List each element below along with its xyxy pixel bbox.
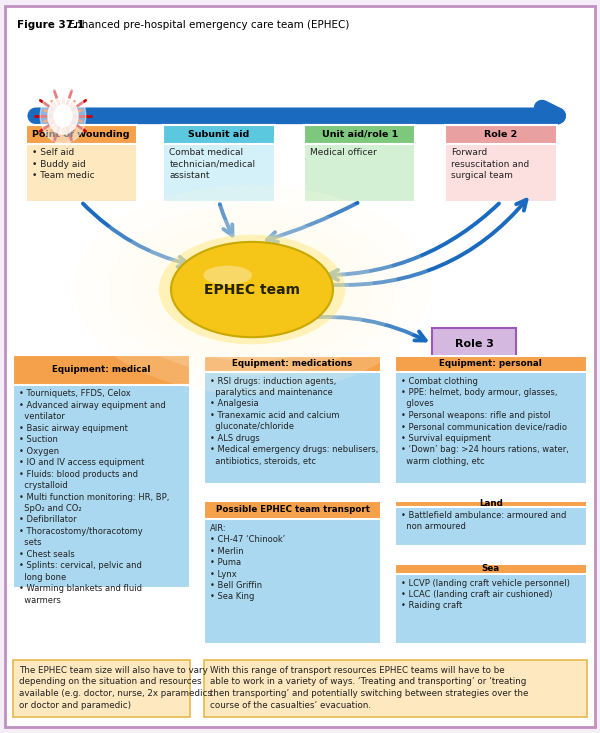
FancyBboxPatch shape xyxy=(204,356,381,484)
FancyBboxPatch shape xyxy=(445,125,557,144)
FancyBboxPatch shape xyxy=(304,125,415,144)
Text: Enhanced pre-hospital emergency care team (EPHEC): Enhanced pre-hospital emergency care tea… xyxy=(62,20,349,30)
FancyBboxPatch shape xyxy=(13,355,190,385)
Ellipse shape xyxy=(106,204,398,375)
Circle shape xyxy=(40,88,86,144)
Text: • Tourniquets, FFDS, Celox
• Advanced airway equipment and
  ventilator
• Basic : • Tourniquets, FFDS, Celox • Advanced ai… xyxy=(19,389,170,605)
FancyBboxPatch shape xyxy=(204,501,381,644)
FancyBboxPatch shape xyxy=(395,356,587,484)
Text: Figure 37.1: Figure 37.1 xyxy=(17,20,84,30)
FancyBboxPatch shape xyxy=(395,564,587,574)
FancyBboxPatch shape xyxy=(204,660,587,717)
Text: EPHEC team: EPHEC team xyxy=(204,282,300,297)
FancyBboxPatch shape xyxy=(163,125,275,144)
Ellipse shape xyxy=(203,266,252,285)
Text: • Battlefield ambulance: armoured and
  non armoured: • Battlefield ambulance: armoured and no… xyxy=(401,511,566,531)
Text: Role 3: Role 3 xyxy=(455,339,493,349)
Text: Subunit aid: Subunit aid xyxy=(188,130,250,139)
Text: Medical officer: Medical officer xyxy=(311,148,377,158)
Text: Equipment: medical: Equipment: medical xyxy=(52,366,151,375)
Text: • Combat clothing
• PPE: helmet, body armour, glasses,
  gloves
• Personal weapo: • Combat clothing • PPE: helmet, body ar… xyxy=(401,377,569,465)
Text: With this range of transport resources EPHEC teams will have to be
able to work : With this range of transport resources E… xyxy=(210,666,529,710)
FancyBboxPatch shape xyxy=(432,328,516,359)
FancyBboxPatch shape xyxy=(163,125,275,202)
Text: Sea: Sea xyxy=(482,564,500,573)
FancyBboxPatch shape xyxy=(13,355,190,588)
Ellipse shape xyxy=(155,232,349,347)
FancyBboxPatch shape xyxy=(304,125,415,202)
Text: Equipment: medications: Equipment: medications xyxy=(232,359,353,369)
Ellipse shape xyxy=(131,218,373,361)
Ellipse shape xyxy=(74,185,430,394)
Text: Combat medical
technician/medical
assistant: Combat medical technician/medical assist… xyxy=(169,148,256,180)
FancyBboxPatch shape xyxy=(13,660,190,717)
FancyBboxPatch shape xyxy=(26,125,137,202)
Ellipse shape xyxy=(171,242,333,337)
FancyBboxPatch shape xyxy=(395,501,587,507)
Text: The EPHEC team size will also have to vary
depending on the situation and resour: The EPHEC team size will also have to va… xyxy=(19,666,212,710)
Ellipse shape xyxy=(159,235,345,345)
Text: Point of wounding: Point of wounding xyxy=(32,130,130,139)
FancyBboxPatch shape xyxy=(395,564,587,644)
Text: • LCVP (landing craft vehicle personnel)
• LCAC (landing craft air cushioned)
• : • LCVP (landing craft vehicle personnel)… xyxy=(401,578,569,611)
Text: Role 2: Role 2 xyxy=(484,130,518,139)
Text: Forward
resuscitation and
surgical team: Forward resuscitation and surgical team xyxy=(451,148,530,180)
Text: Possible EPHEC team transport: Possible EPHEC team transport xyxy=(215,506,370,515)
Text: AIR:
• CH-47 ‘Chinook’
• Merlin
• Puma
• Lynx
• Bell Griffin
• Sea King: AIR: • CH-47 ‘Chinook’ • Merlin • Puma •… xyxy=(210,523,285,601)
Text: • RSI drugs: induction agents,
  paralytics and maintenance
• Analgesia
• Tranex: • RSI drugs: induction agents, paralytic… xyxy=(210,377,379,465)
FancyBboxPatch shape xyxy=(395,501,587,546)
FancyBboxPatch shape xyxy=(445,125,557,202)
FancyBboxPatch shape xyxy=(26,125,137,144)
Circle shape xyxy=(48,97,78,134)
FancyBboxPatch shape xyxy=(204,356,381,372)
Text: • Self aid
• Buddy aid
• Team medic: • Self aid • Buddy aid • Team medic xyxy=(32,148,94,180)
Text: Unit aid/role 1: Unit aid/role 1 xyxy=(322,130,398,139)
Text: Land: Land xyxy=(479,499,503,508)
FancyBboxPatch shape xyxy=(5,6,595,727)
FancyBboxPatch shape xyxy=(204,501,381,519)
Text: Equipment: personal: Equipment: personal xyxy=(439,359,542,369)
Circle shape xyxy=(54,105,72,127)
FancyBboxPatch shape xyxy=(395,356,587,372)
